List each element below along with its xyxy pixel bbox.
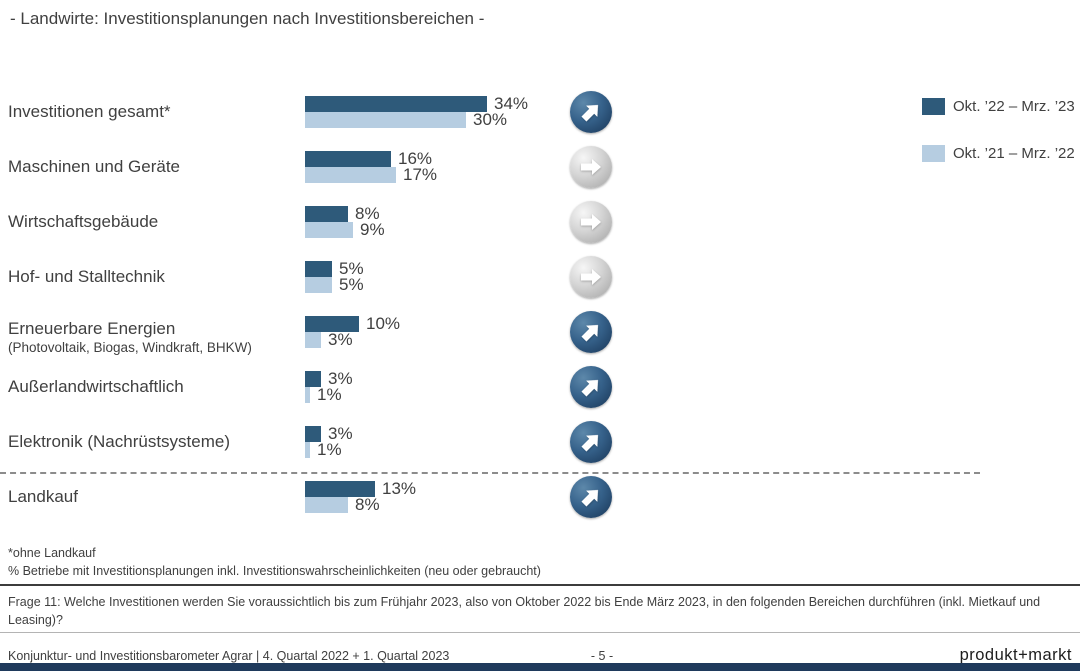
value-label-previous: 30%	[473, 110, 508, 129]
value-label-previous: 5%	[339, 275, 364, 294]
bar-group: 8% 9%	[305, 204, 570, 239]
chart-row-investitionen-gesamt: Investitionen gesamt* 34% 30%	[8, 91, 938, 151]
chart-row-elektronik: Elektronik (Nachrüstsysteme) 3% 1%	[8, 421, 938, 481]
value-label-previous: 1%	[317, 385, 342, 404]
bar-previous	[305, 222, 353, 238]
value-label-previous: 1%	[317, 440, 342, 459]
bar-group: 3% 1%	[305, 424, 570, 459]
bar-previous	[305, 332, 321, 348]
legend-item-previous: Okt. ’21 – Mrz. ’22	[922, 145, 1075, 162]
category-label: Investitionen gesamt*	[8, 102, 171, 121]
divider-light	[0, 632, 1080, 633]
legend-swatch-previous	[922, 145, 945, 162]
legend-label-previous: Okt. ’21 – Mrz. ’22	[953, 145, 1075, 162]
trend-up-icon	[570, 366, 612, 408]
chart-row-ausserlandwirtschaftlich: Außerlandwirtschaftlich 3% 1%	[8, 366, 938, 426]
bar-previous	[305, 387, 310, 403]
legend-item-current: Okt. ’22 – Mrz. ’23	[922, 98, 1075, 115]
trend-right-icon	[570, 146, 612, 188]
bar-current	[305, 261, 332, 277]
value-label-previous: 8%	[355, 495, 380, 514]
bar-group: 13% 8%	[305, 479, 570, 514]
trend-up-icon	[570, 91, 612, 133]
bar-current	[305, 151, 391, 167]
bar-group: 16% 17%	[305, 149, 570, 184]
survey-question: Frage 11: Welche Investitionen werden Si…	[8, 595, 1041, 628]
bar-group: 10% 3%	[305, 314, 570, 349]
value-label-current: 3%	[328, 424, 353, 443]
value-label-current: 34%	[494, 94, 529, 113]
bar-previous	[305, 112, 466, 128]
bar-previous	[305, 497, 348, 513]
bar-current	[305, 481, 375, 497]
bar-current	[305, 206, 348, 222]
brand-logo: produkt+markt	[959, 646, 1072, 664]
bar-group: 5% 5%	[305, 259, 570, 294]
trend-right-icon	[570, 201, 612, 243]
bar-chart: Investitionen gesamt* 34% 30% Maschinen …	[8, 91, 938, 536]
category-label: Erneuerbare Energien	[8, 319, 176, 338]
chart-row-wirtschaftsgebaeude: Wirtschaftsgebäude 8% 9%	[8, 201, 938, 261]
value-label-current: 8%	[355, 204, 380, 223]
category-sublabel: (Photovoltaik, Biogas, Windkraft, BHKW)	[8, 340, 252, 355]
divider-dark	[0, 584, 1080, 586]
bar-current	[305, 96, 487, 112]
value-label-current: 10%	[366, 314, 401, 333]
bar-previous	[305, 442, 310, 458]
category-label: Außerlandwirtschaftlich	[8, 377, 184, 396]
footer-source: Konjunktur- und Investitionsbarometer Ag…	[8, 649, 450, 663]
legend-label-current: Okt. ’22 – Mrz. ’23	[953, 98, 1075, 115]
trend-up-icon	[570, 421, 612, 463]
value-label-previous: 3%	[328, 330, 353, 349]
chart-row-erneuerbare-energien: Erneuerbare Energien (Photovoltaik, Biog…	[8, 311, 938, 371]
trend-up-icon	[570, 476, 612, 518]
value-label-previous: 9%	[360, 220, 385, 239]
bar-group: 3% 1%	[305, 369, 570, 404]
bar-group: 34% 30%	[305, 94, 570, 129]
footer-accent-bar	[0, 663, 1080, 671]
bar-current	[305, 426, 321, 442]
value-label-current: 3%	[328, 369, 353, 388]
bar-previous	[305, 167, 396, 183]
bar-previous	[305, 277, 332, 293]
legend-swatch-current	[922, 98, 945, 115]
value-label-previous: 17%	[403, 165, 438, 184]
value-label-current: 13%	[382, 479, 417, 498]
footnote-ohne-landkauf: *ohne Landkauf	[8, 546, 96, 560]
category-label: Landkauf	[8, 487, 78, 506]
landkauf-separator-line	[0, 472, 980, 474]
category-label: Elektronik (Nachrüstsysteme)	[8, 432, 231, 451]
chart-row-hof-und-stalltechnik: Hof- und Stalltechnik 5% 5%	[8, 256, 938, 316]
page-number: - 5 -	[590, 649, 614, 663]
category-label: Maschinen und Geräte	[8, 157, 180, 176]
value-label-current: 16%	[398, 149, 433, 168]
trend-up-icon	[570, 311, 612, 353]
trend-right-icon	[570, 256, 612, 298]
page-title: - Landwirte: Investitionsplanungen nach …	[10, 9, 485, 28]
legend: Okt. ’22 – Mrz. ’23 Okt. ’21 – Mrz. ’22	[922, 98, 1075, 192]
chart-row-landkauf: Landkauf 13% 8%	[8, 476, 938, 536]
footnote-betriebe: % Betriebe mit Investitionsplanungen ink…	[8, 564, 541, 578]
bar-current	[305, 316, 359, 332]
bar-current	[305, 371, 321, 387]
chart-row-maschinen-und-geraete: Maschinen und Geräte 16% 17%	[8, 146, 938, 206]
category-label: Wirtschaftsgebäude	[8, 212, 159, 231]
value-label-current: 5%	[339, 259, 364, 278]
category-label: Hof- und Stalltechnik	[8, 267, 165, 286]
